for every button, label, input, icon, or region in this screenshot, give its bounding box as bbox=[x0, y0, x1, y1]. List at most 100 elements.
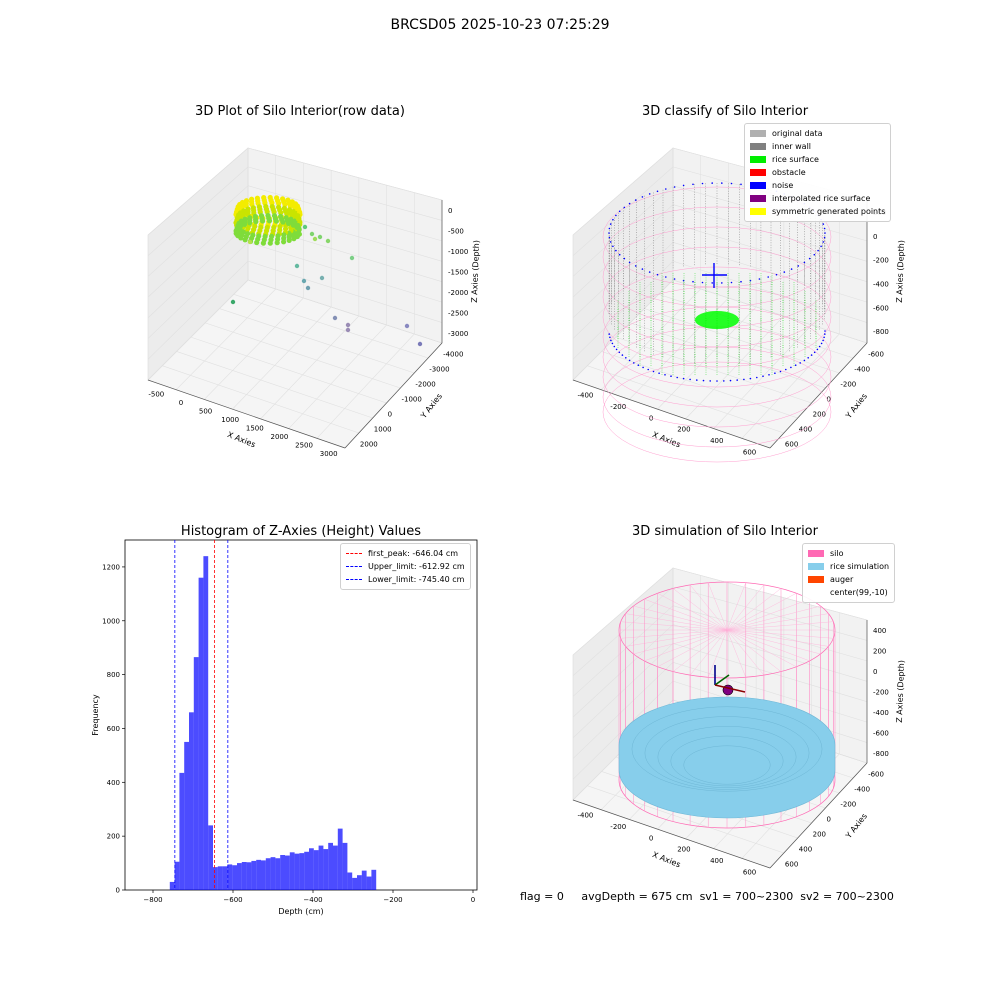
z-tick-label: -600 bbox=[873, 304, 889, 312]
raw-point bbox=[417, 341, 423, 347]
grid-line bbox=[147, 166, 249, 256]
silo-roof-line bbox=[708, 582, 728, 631]
histogram-bar bbox=[241, 862, 247, 890]
noise-point bbox=[740, 183, 742, 186]
z-tick-label: -800 bbox=[873, 750, 889, 758]
legend-item: first_peak: -646.04 cm bbox=[346, 547, 465, 560]
noise-point bbox=[656, 190, 659, 193]
histogram-bar bbox=[246, 862, 252, 890]
silo-roof-line bbox=[726, 584, 765, 631]
noise-point bbox=[676, 376, 678, 379]
y-axis-line bbox=[769, 342, 868, 449]
grid-line bbox=[572, 260, 674, 360]
histogram-bar bbox=[193, 657, 199, 890]
legend-swatch bbox=[750, 143, 766, 150]
histogram-bar bbox=[309, 848, 314, 890]
simulation-scene bbox=[618, 581, 836, 829]
noise-point bbox=[625, 357, 627, 359]
z-tick-label: -600 bbox=[873, 729, 889, 737]
legend-label: Upper_limit: -612.92 cm bbox=[368, 562, 465, 571]
grid-line bbox=[572, 662, 674, 759]
x-tick-label: 600 bbox=[743, 448, 756, 456]
grid-line bbox=[247, 279, 443, 344]
grid-line bbox=[147, 204, 249, 298]
silo-roof-line bbox=[726, 598, 810, 631]
y-axis-line bbox=[769, 762, 868, 869]
noise-point bbox=[656, 273, 659, 276]
raw-point bbox=[345, 327, 351, 333]
y-tick-label: 0 bbox=[116, 887, 120, 895]
histogram-bar bbox=[227, 864, 233, 890]
legend-label: rice simulation bbox=[830, 562, 890, 571]
legend-item: Upper_limit: -612.92 cm bbox=[346, 560, 465, 573]
rice-surface-cluster bbox=[695, 311, 739, 329]
noise-point bbox=[817, 249, 819, 252]
histogram-bar bbox=[342, 842, 348, 890]
y-tick-label: -4000 bbox=[443, 351, 463, 359]
y-axis-label: Y Axies bbox=[843, 812, 869, 841]
simulation-legend: silo rice simulation auger center(99,-10) bbox=[802, 543, 896, 603]
raw-point bbox=[291, 236, 297, 242]
legend-swatch bbox=[750, 208, 766, 215]
silo-roof-line bbox=[689, 584, 728, 631]
histogram-bar bbox=[347, 872, 353, 890]
z-tick-label: 400 bbox=[873, 627, 886, 635]
x-tick-label: -200 bbox=[610, 403, 626, 411]
legend-label: interpolated rice surface bbox=[772, 194, 871, 203]
silo-roof-line bbox=[644, 598, 728, 631]
x-tick-label: -400 bbox=[577, 392, 593, 400]
histogram-bar bbox=[294, 853, 300, 890]
histogram-bars bbox=[169, 556, 377, 890]
raw-point bbox=[296, 226, 302, 232]
raw-point bbox=[280, 219, 286, 225]
y-tick-label: 200 bbox=[107, 833, 120, 841]
histogram-bar bbox=[280, 855, 285, 890]
y-axis-label: Y Axies bbox=[418, 392, 444, 421]
rice-mesh-ring bbox=[644, 716, 810, 790]
legend-swatch bbox=[750, 195, 766, 202]
noise-point bbox=[609, 241, 612, 243]
legend-item: interpolated rice surface bbox=[750, 192, 885, 205]
noise-point bbox=[652, 370, 655, 373]
noise-point bbox=[790, 268, 793, 270]
raw-point bbox=[345, 322, 351, 328]
legend-swatch bbox=[750, 130, 766, 137]
raw-point bbox=[247, 239, 253, 245]
noise-point bbox=[803, 359, 806, 362]
y-tick-label: 800 bbox=[107, 671, 120, 679]
noise-point bbox=[818, 345, 821, 348]
center-axis-y bbox=[714, 674, 730, 686]
noise-point bbox=[822, 223, 825, 225]
raw-point bbox=[260, 240, 266, 246]
raw-point bbox=[242, 237, 248, 243]
histogram-bar bbox=[217, 866, 223, 890]
noise-point bbox=[628, 359, 631, 362]
histogram-legend: first_peak: -646.04 cm Upper_limit: -612.… bbox=[340, 543, 471, 590]
histogram-bar bbox=[213, 867, 218, 890]
silo-roof-line bbox=[726, 629, 797, 667]
legend-item: silo bbox=[808, 547, 889, 560]
rice-simulation-surface bbox=[618, 696, 836, 819]
grid-line bbox=[219, 308, 415, 374]
noise-point bbox=[824, 333, 826, 335]
z-tick-label: -400 bbox=[873, 709, 889, 717]
grid-line bbox=[147, 223, 249, 319]
simulation-3d-plot: -400-2000200400600-600-400-2000200400600… bbox=[572, 567, 906, 876]
noise-point bbox=[774, 372, 776, 374]
silo-roof-line bbox=[726, 593, 797, 631]
z-tick-label: -500 bbox=[448, 228, 464, 236]
x-tick-label: 400 bbox=[710, 857, 723, 865]
y-tick-label: -200 bbox=[840, 801, 856, 809]
y-tick-label: -3000 bbox=[429, 366, 449, 374]
grid-line bbox=[572, 204, 674, 298]
silo-roof-line bbox=[620, 629, 728, 639]
histogram-bar bbox=[270, 857, 276, 890]
histogram-bar bbox=[289, 852, 295, 890]
grid-line bbox=[205, 322, 401, 389]
legend-swatch bbox=[750, 169, 766, 176]
legend-swatch bbox=[750, 182, 766, 189]
legend-item: auger bbox=[808, 573, 889, 586]
silo-roof-line bbox=[644, 629, 728, 662]
noise-point bbox=[730, 182, 733, 185]
raw-point bbox=[230, 299, 236, 305]
